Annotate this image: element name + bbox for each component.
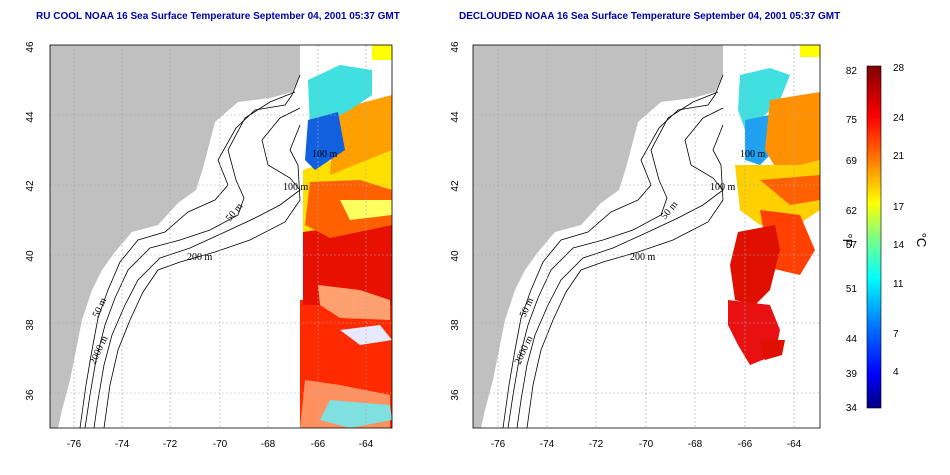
- fahrenheit-tick: 51: [846, 284, 858, 295]
- graticule-right: [473, 45, 820, 428]
- y-tick: 44: [25, 111, 36, 123]
- y-tick: 42: [25, 180, 36, 192]
- map-frame-left: [49, 44, 393, 429]
- celsius-tick: 14: [893, 240, 905, 251]
- fahrenheit-tick: 69: [846, 156, 858, 167]
- x-tick: -76: [67, 439, 82, 450]
- map-panel-left: 100 m 100 m 50 m 200 m 50 m 2000 m -76 -…: [25, 41, 393, 450]
- celsius-tick: 17: [893, 202, 905, 213]
- contour-label: 200 m: [630, 252, 656, 263]
- y-tick: 46: [25, 41, 36, 53]
- fahrenheit-tick: 34: [846, 403, 858, 414]
- x-tick: -74: [540, 439, 555, 450]
- x-axis-left: -76 -74 -72 -70 -68 -66 -64: [67, 439, 374, 450]
- y-tick: 36: [450, 389, 461, 401]
- colorbar-gradient: [866, 65, 882, 409]
- contour-label: 100 m: [283, 182, 309, 193]
- y-tick: 38: [25, 319, 36, 331]
- fahrenheit-tick: 82: [846, 66, 858, 77]
- contour-label: 200 m: [187, 252, 213, 263]
- colorbar-fahrenheit-scale: 82 75 69 62 57 51 44 39 34: [846, 66, 858, 414]
- celsius-tick: 24: [893, 113, 905, 124]
- celsius-unit-label: °C: [914, 233, 929, 248]
- contour-label: 100 m: [312, 149, 338, 160]
- x-tick: -72: [163, 439, 178, 450]
- fahrenheit-tick: 62: [846, 206, 858, 217]
- graticule-left: [50, 45, 392, 428]
- contour-label: 100 m: [710, 182, 736, 193]
- y-tick: 38: [450, 319, 461, 331]
- x-tick: -70: [639, 439, 654, 450]
- x-axis-right: -76 -74 -72 -70 -68 -66 -64: [491, 439, 802, 450]
- bathymetry-contours-right: [502, 74, 724, 428]
- land-mass: [50, 45, 300, 428]
- map-title-left: RU COOL NOAA 16 Sea Surface Temperature …: [36, 11, 400, 22]
- colorbar-celsius-scale: 28 24 21 17 14 11 7 4: [893, 63, 905, 378]
- celsius-tick: 21: [893, 151, 905, 162]
- y-tick: 36: [25, 389, 36, 401]
- y-tick: 40: [25, 250, 36, 262]
- map-frame-right: [472, 44, 821, 429]
- fahrenheit-tick: 75: [846, 115, 858, 126]
- x-tick: -76: [491, 439, 506, 450]
- y-tick: 40: [450, 250, 461, 262]
- fahrenheit-tick: 57: [846, 240, 858, 251]
- bathymetry-contours-left: [79, 74, 301, 428]
- x-tick: -64: [359, 439, 374, 450]
- x-tick: -66: [311, 439, 326, 450]
- fahrenheit-tick: 44: [846, 334, 858, 345]
- celsius-tick: 4: [893, 367, 899, 378]
- celsius-tick: 11: [893, 279, 904, 290]
- x-tick: -64: [787, 439, 802, 450]
- y-tick: 42: [450, 180, 461, 192]
- x-tick: -68: [688, 439, 703, 450]
- y-tick: 46: [450, 41, 461, 53]
- colorbar: 82 75 69 62 57 51 44 39 34 28 24 21 17 1…: [840, 63, 929, 414]
- celsius-tick: 28: [893, 63, 905, 74]
- fahrenheit-tick: 39: [846, 369, 858, 380]
- map-title-right: DECLOUDED NOAA 16 Sea Surface Temperatur…: [459, 11, 841, 22]
- y-axis-left: 46 44 42 40 38 36: [25, 41, 36, 401]
- x-tick: -74: [115, 439, 130, 450]
- sst-overlay-left: [300, 45, 392, 428]
- x-tick: -70: [213, 439, 228, 450]
- y-tick: 44: [450, 111, 461, 123]
- x-tick: -72: [589, 439, 604, 450]
- celsius-tick: 7: [893, 329, 899, 340]
- x-tick: -66: [738, 439, 753, 450]
- x-tick: -68: [261, 439, 276, 450]
- fahrenheit-unit-label: °F: [840, 233, 855, 246]
- land-mass: [473, 45, 723, 428]
- sst-overlay-right: [728, 45, 820, 365]
- map-panel-right: 100 m 100 m 50 m 200 m 50 m 2000 m -76 -…: [450, 41, 821, 450]
- contour-label: 100 m: [740, 149, 766, 160]
- y-axis-right: 46 44 42 40 38 36: [450, 41, 461, 401]
